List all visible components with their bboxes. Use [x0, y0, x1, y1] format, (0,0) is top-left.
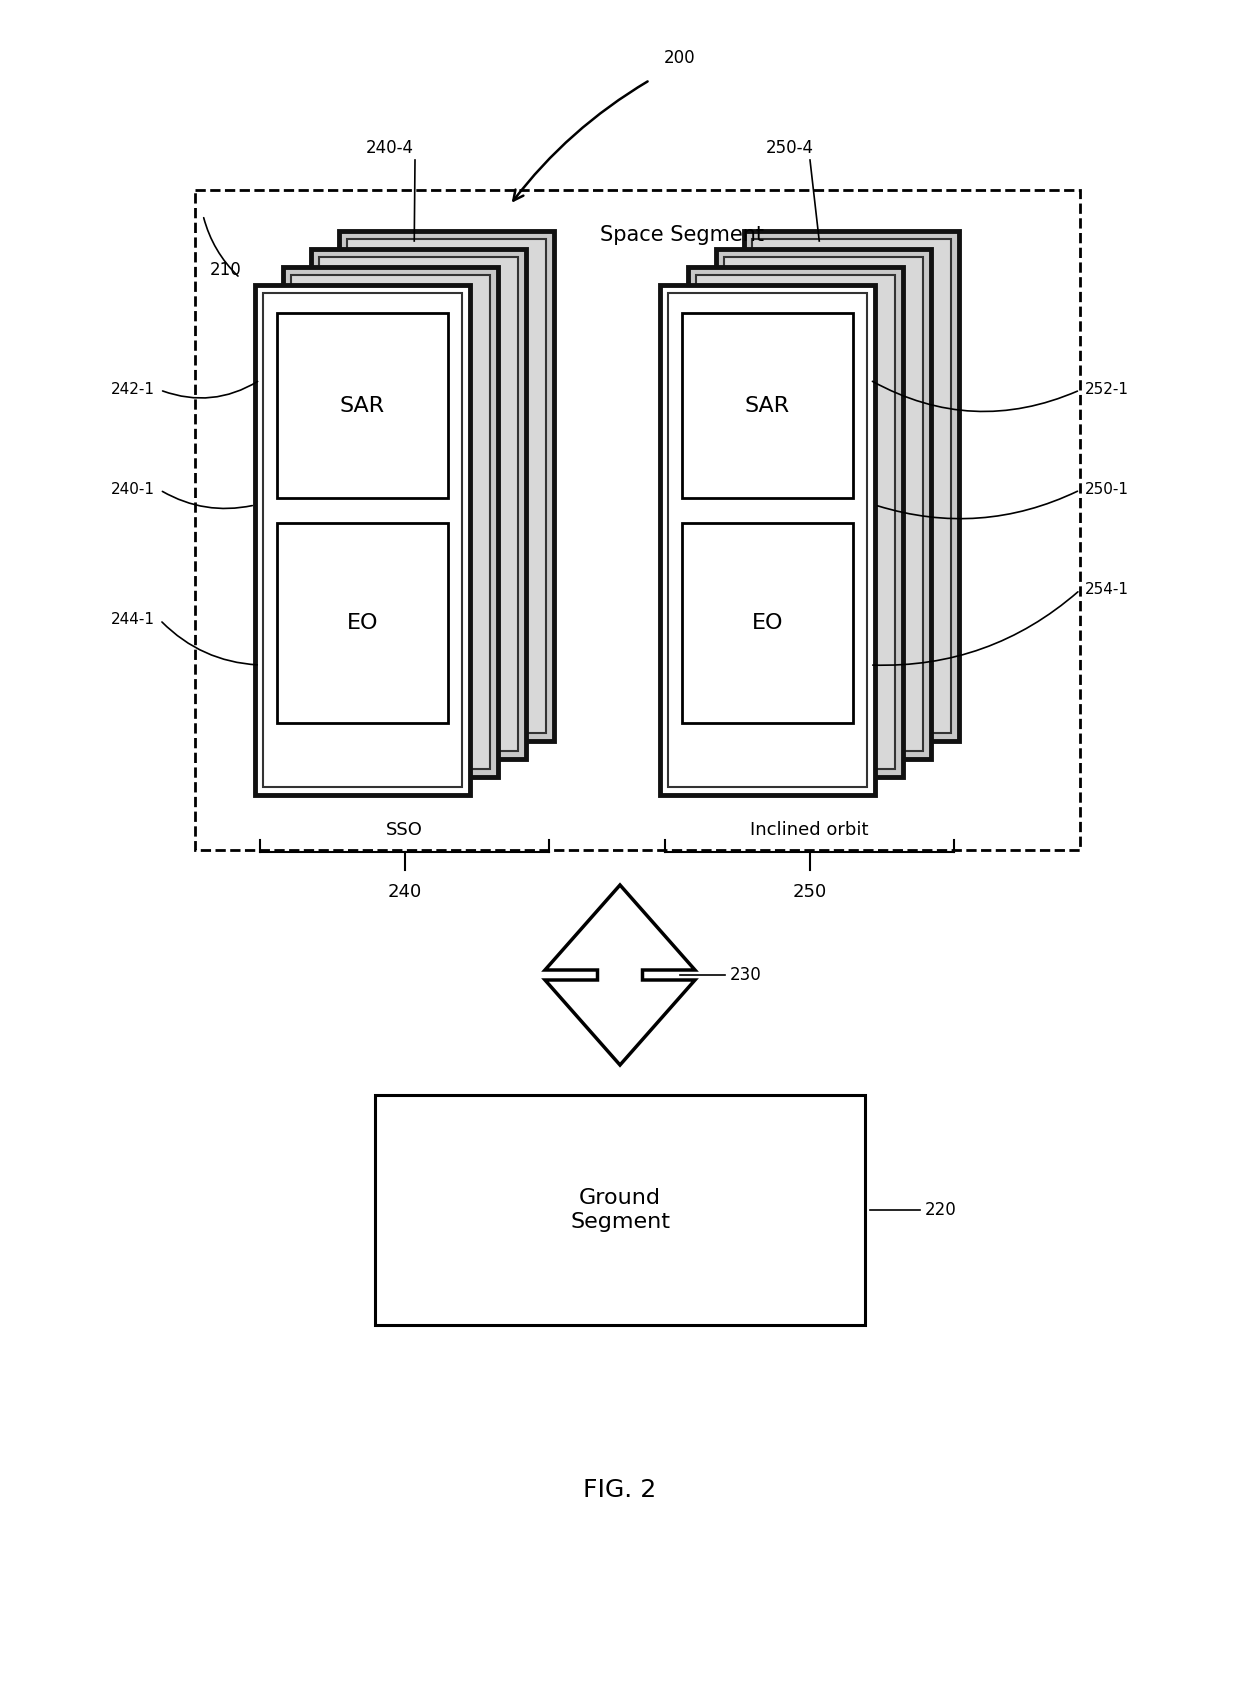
Text: SAR: SAR — [745, 395, 790, 415]
Text: 240: 240 — [387, 883, 422, 902]
Text: 250-4: 250-4 — [766, 139, 813, 158]
Bar — [195, 190, 1080, 849]
Bar — [374, 1095, 866, 1325]
Bar — [682, 524, 853, 724]
Text: 240-4: 240-4 — [366, 139, 414, 158]
Polygon shape — [546, 885, 694, 1064]
Text: FIG. 2: FIG. 2 — [583, 1478, 657, 1502]
Bar — [715, 249, 931, 759]
Bar — [283, 268, 498, 776]
Bar — [311, 249, 526, 759]
Bar — [277, 524, 448, 724]
Bar — [682, 314, 853, 498]
Bar — [291, 275, 490, 770]
Text: 254-1: 254-1 — [1085, 583, 1128, 598]
Text: Inclined orbit: Inclined orbit — [750, 820, 869, 839]
Bar — [319, 258, 518, 751]
Text: Ground
Segment: Ground Segment — [570, 1188, 670, 1232]
Text: EO: EO — [751, 614, 784, 632]
Text: SSO: SSO — [386, 820, 423, 839]
Text: 252-1: 252-1 — [1085, 383, 1128, 398]
Bar — [696, 275, 895, 770]
Text: Space Segment: Space Segment — [600, 225, 764, 246]
Bar — [688, 268, 903, 776]
Bar — [744, 231, 959, 741]
Text: 250-1: 250-1 — [1085, 483, 1128, 498]
Text: EO: EO — [347, 614, 378, 632]
Bar — [255, 285, 470, 795]
Bar — [347, 239, 546, 732]
Text: 200: 200 — [665, 49, 696, 68]
Text: SAR: SAR — [340, 395, 386, 415]
Text: 230: 230 — [730, 966, 761, 985]
Text: 240-1: 240-1 — [112, 483, 155, 498]
Bar — [339, 231, 554, 741]
Bar — [751, 239, 951, 732]
Text: 210: 210 — [210, 261, 242, 280]
Bar — [668, 293, 867, 786]
Bar — [724, 258, 923, 751]
Bar — [277, 314, 448, 498]
Text: 242-1: 242-1 — [112, 383, 155, 398]
Bar — [660, 285, 875, 795]
Bar — [263, 293, 463, 786]
Text: 220: 220 — [925, 1202, 957, 1219]
Text: 250: 250 — [792, 883, 827, 902]
Text: 244-1: 244-1 — [112, 612, 155, 627]
